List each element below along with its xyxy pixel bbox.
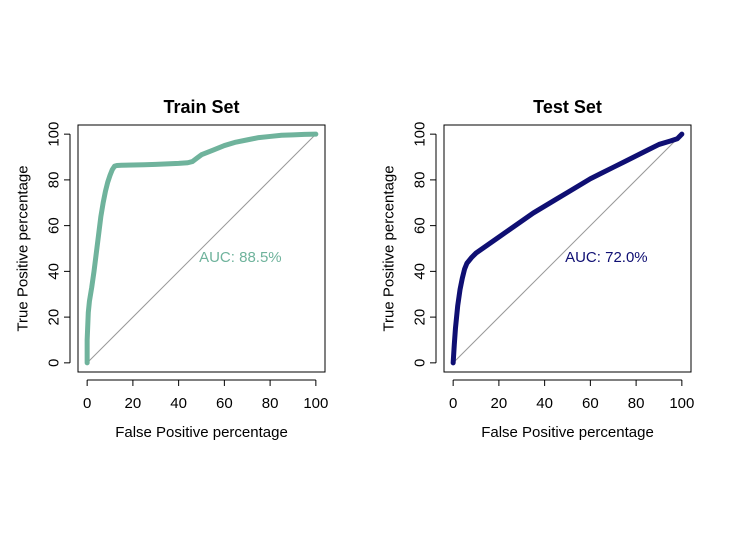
chart-title: Test Set — [533, 97, 602, 117]
y-tick-label: 60 — [46, 217, 63, 234]
x-tick-label: 80 — [628, 395, 645, 412]
y-tick-label: 100 — [46, 122, 63, 147]
roc-panel-1: Train Set 0 20 40 60 80 100 0 20 40 60 80 100 False P… — [15, 97, 329, 441]
chart-title: Train Set — [163, 97, 239, 117]
reference-diagonal-line — [452, 133, 683, 364]
y-tick-label: 0 — [46, 359, 63, 367]
x-tick-label: 0 — [83, 395, 91, 412]
x-tick-label: 40 — [170, 395, 187, 412]
auc-annotation: AUC: 88.5% — [199, 249, 282, 266]
x-tick-label: 0 — [449, 395, 457, 412]
y-tick-label: 80 — [46, 172, 63, 189]
x-tick-label: 100 — [303, 395, 328, 412]
x-tick-label: 40 — [536, 395, 553, 412]
y-axis-title: True Positive percentage — [15, 165, 32, 331]
plot-frame — [443, 124, 692, 373]
x-tick-label: 20 — [125, 395, 142, 412]
roc-curve-series-1 — [84, 131, 319, 366]
auc-annotation: AUC: 72.0% — [565, 249, 648, 266]
y-tick-label: 80 — [412, 172, 429, 189]
x-axis-title: False Positive percentage — [115, 424, 288, 441]
y-tick-label: 20 — [46, 309, 63, 326]
y-tick-label: 20 — [412, 309, 429, 326]
y-tick-label: 100 — [412, 122, 429, 147]
y-tick-label: 60 — [412, 217, 429, 234]
plot-frame — [77, 124, 326, 373]
roc-panel-2: Test Set 0 20 40 60 80 100 0 20 40 60 80 100 False Po… — [381, 97, 695, 441]
x-tick-label: 60 — [216, 395, 233, 412]
y-axis-title: True Positive percentage — [381, 165, 398, 331]
roc-curve-series-1 — [450, 131, 685, 366]
y-tick-label: 0 — [412, 359, 429, 367]
y-tick-label: 40 — [46, 263, 63, 280]
x-tick-label: 80 — [262, 395, 279, 412]
x-tick-label: 100 — [669, 395, 694, 412]
x-tick-label: 60 — [582, 395, 599, 412]
x-axis-title: False Positive percentage — [481, 424, 654, 441]
x-tick-label: 20 — [491, 395, 508, 412]
y-tick-label: 40 — [412, 263, 429, 280]
reference-diagonal-line — [86, 133, 317, 364]
